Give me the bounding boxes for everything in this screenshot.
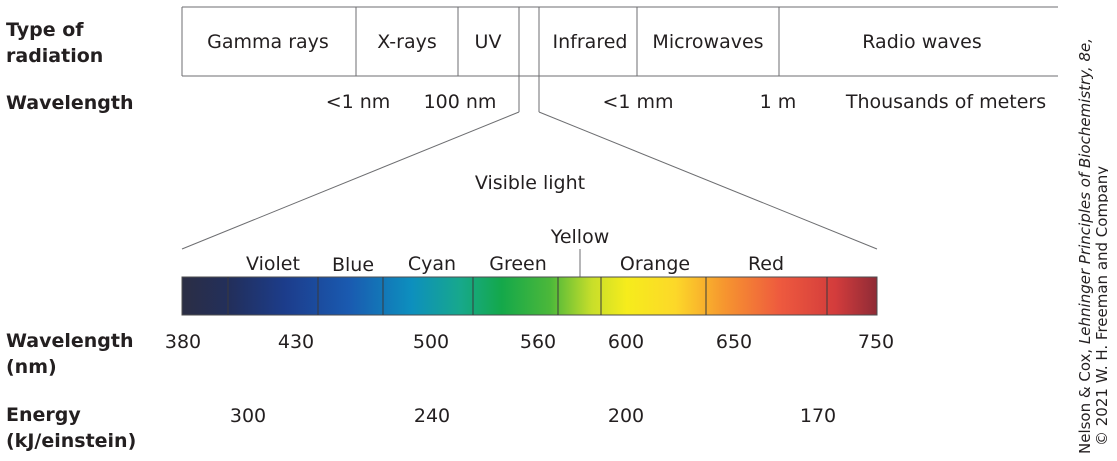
wavelength-mark-thousands-m: Thousands of meters (845, 91, 1046, 113)
wavelength-tick: 600 (608, 331, 644, 353)
energy-value: 200 (608, 405, 644, 427)
credit-authors: Nelson & Cox, (1076, 344, 1094, 454)
energy-value: 240 (414, 405, 450, 427)
color-green: Green (489, 253, 547, 275)
wavelength-nm-label-line1: Wavelength (6, 330, 134, 352)
zoom-line-right (538, 111, 878, 250)
credit-line1: Nelson & Cox, Lehninger Principles of Bi… (1076, 38, 1094, 454)
color-cyan: Cyan (408, 253, 456, 275)
type-of-radiation-label-line2: radiation (6, 45, 103, 67)
energy-label-line1: Energy (6, 404, 81, 426)
wavelength-tick: 380 (165, 331, 201, 353)
type-of-radiation-label-line1: Type of (6, 19, 84, 41)
energy-value: 170 (800, 405, 836, 427)
energy-value: 300 (230, 405, 266, 427)
visible-spectrum-bar (181, 276, 878, 316)
wavelength-tick: 560 (520, 331, 556, 353)
credit-line2: © 2021 W. H. Freeman and Company (1093, 166, 1108, 446)
wavelength-tick: 500 (413, 331, 449, 353)
color-red: Red (748, 253, 784, 275)
wavelength-mark-1m: 1 m (760, 91, 797, 113)
color-yellow: Yellow (550, 226, 610, 248)
color-violet: Violet (246, 253, 300, 275)
wavelength-nm-label-line2: (nm) (6, 356, 57, 378)
radiation-type-microwaves: Microwaves (652, 31, 763, 53)
visible-light-label: Visible light (475, 172, 585, 194)
wavelength-mark-1nm: <1 nm (326, 91, 391, 113)
color-orange: Orange (620, 253, 690, 275)
radiation-type-xray: X-rays (377, 31, 437, 53)
wavelength-label: Wavelength (6, 92, 134, 114)
wavelength-mark-1mm: <1 mm (602, 91, 673, 113)
spectrum-dividers (227, 277, 828, 315)
radiation-type-gamma: Gamma rays (207, 31, 329, 53)
spectrum-diagram: Type of radiation Wavelength Wavelength … (6, 6, 1058, 452)
credit-book-title: Lehninger Principles of Biochemistry, 8e… (1076, 38, 1094, 344)
credit-svg: Nelson & Cox, Lehninger Principles of Bi… (1076, 38, 1108, 454)
wavelength-tick: 650 (716, 331, 752, 353)
wavelength-mark-100nm: 100 nm (424, 91, 497, 113)
energy-label-line2: (kJ/einstein) (6, 430, 136, 452)
figure-credit: Nelson & Cox, Lehninger Principles of Bi… (1068, 0, 1108, 461)
zoom-line-left (181, 111, 520, 250)
color-blue: Blue (332, 254, 374, 276)
radiation-type-infrared: Infrared (553, 31, 628, 53)
radiation-type-table (181, 6, 1058, 112)
radiation-type-uv: UV (475, 31, 502, 53)
wavelength-tick: 430 (278, 331, 314, 353)
wavelength-tick: 750 (858, 331, 894, 353)
radiation-type-radio: Radio waves (862, 31, 981, 53)
